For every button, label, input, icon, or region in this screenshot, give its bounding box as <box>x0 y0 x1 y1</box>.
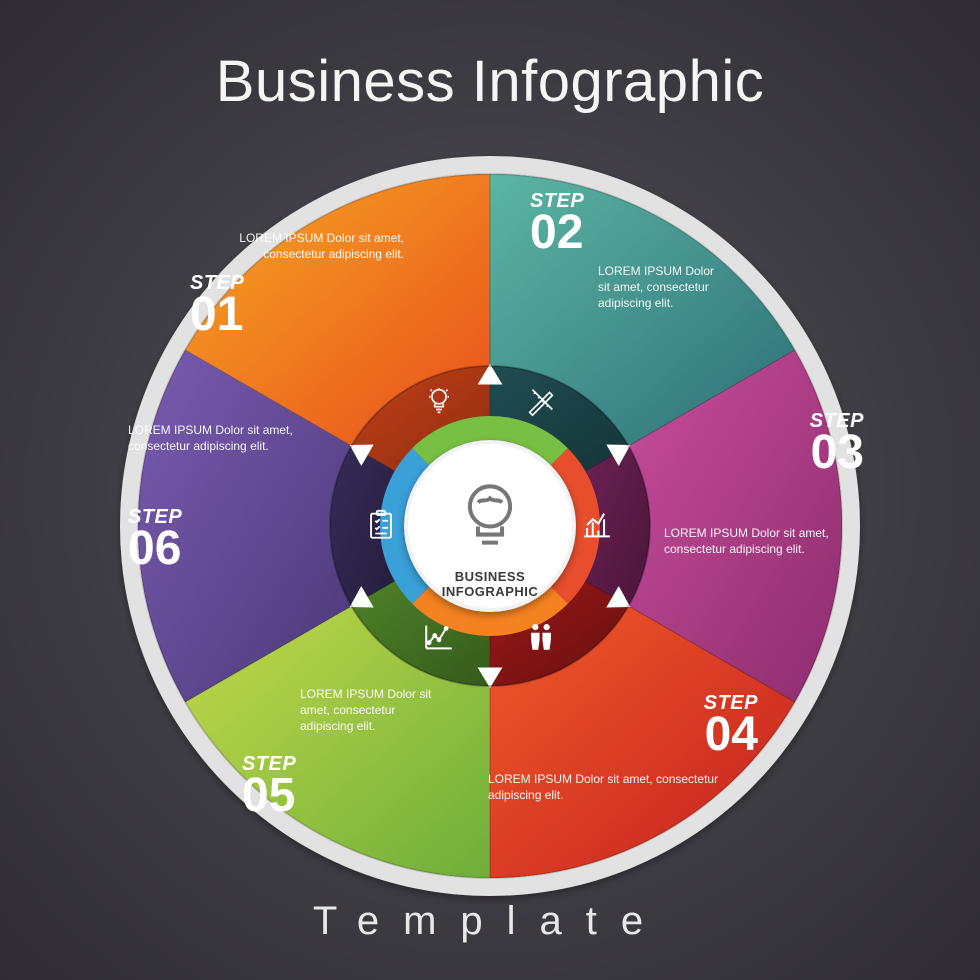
page-subtitle: Template <box>0 899 980 944</box>
hub-label: BUSINESS INFOGRAPHIC <box>442 470 539 600</box>
segment-03: STEP 03 LOREM IPSUM Dolor sit amet, cons… <box>674 410 864 557</box>
desc: LOREM IPSUM Dolor sit amet, consectetur … <box>128 423 293 453</box>
step-number: 02 <box>530 209 720 257</box>
infographic-wheel: LOREM IPSUM Dolor sit amet, consectetur … <box>112 148 868 904</box>
segment-02: STEP 02 LOREM IPSUM Dolor sit amet, cons… <box>530 190 720 312</box>
step-number: 01 <box>190 291 243 339</box>
desc: LOREM IPSUM Dolor sit amet, consectetur … <box>598 264 714 310</box>
page-title: Business Infographic <box>0 48 980 115</box>
step-number: 04 <box>705 711 758 759</box>
hub-line-2: INFOGRAPHIC <box>442 584 539 600</box>
people-icon <box>524 620 558 654</box>
lightbulb-icon <box>422 384 456 418</box>
step-number: 03 <box>811 429 864 477</box>
segment-01: LOREM IPSUM Dolor sit amet, consectetur … <box>214 224 404 339</box>
clipboard-icon <box>364 508 398 542</box>
line-chart-icon <box>422 620 456 654</box>
desc: LOREM IPSUM Dolor sit amet, consectetur … <box>664 526 829 556</box>
step-number: 06 <box>128 525 318 573</box>
segment-04: STEP 04 LOREM IPSUM Dolor sit amet, cons… <box>558 692 748 803</box>
segment-06: LOREM IPSUM Dolor sit amet, consectetur … <box>128 416 318 573</box>
pencil-ruler-icon <box>524 384 558 418</box>
desc: LOREM IPSUM Dolor sit amet, consectetur … <box>239 231 404 261</box>
desc: LOREM IPSUM Dolor sit amet, consectetur … <box>300 687 431 733</box>
segment-05: LOREM IPSUM Dolor sit amet, consectetur … <box>242 680 432 820</box>
desc: LOREM IPSUM Dolor sit amet, consectetur … <box>488 772 718 802</box>
step-number: 05 <box>242 772 432 820</box>
bar-chart-icon <box>580 508 614 542</box>
hub-line-1: BUSINESS <box>442 569 539 585</box>
